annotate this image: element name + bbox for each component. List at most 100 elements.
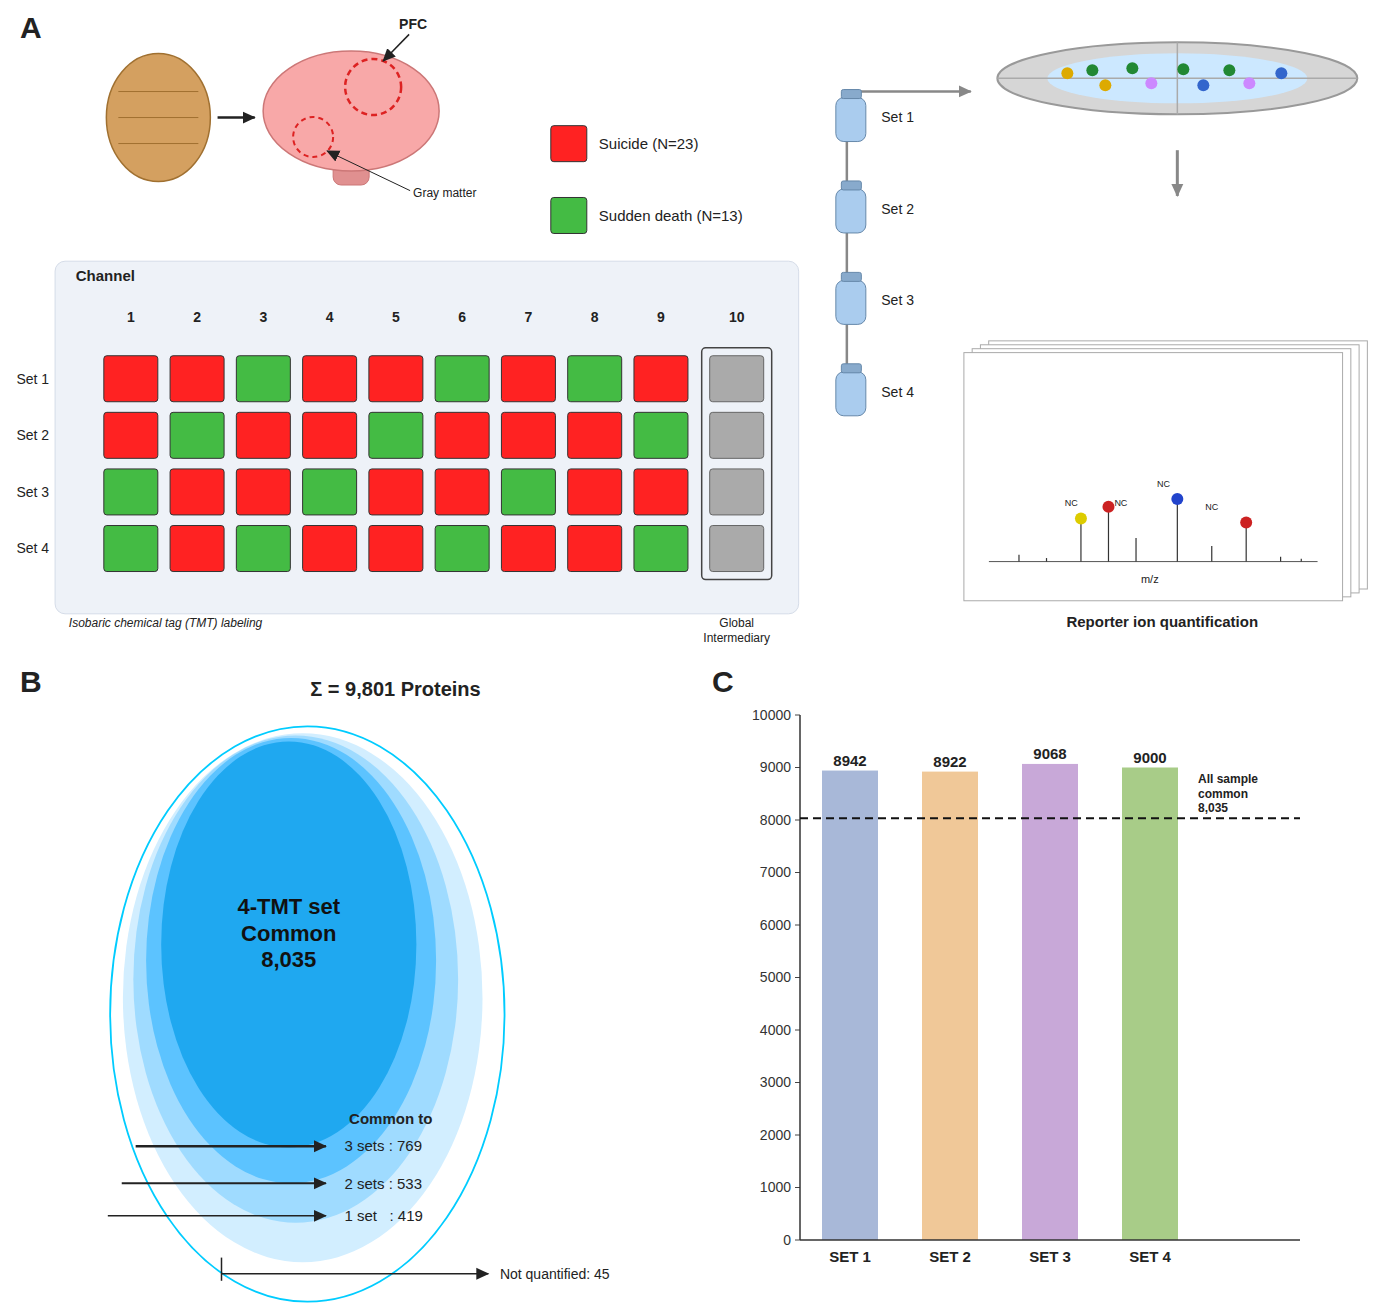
bottom-label: Isobaric chemical tag (TMT) labeling <box>69 616 263 630</box>
intermediary-box <box>702 348 772 580</box>
channel-number: 3 <box>259 309 267 325</box>
arrow <box>847 90 971 93</box>
y-tick-label: 10000 <box>752 707 791 723</box>
arrow <box>136 1145 326 1148</box>
tmt-cell <box>104 356 158 402</box>
tmt-cell <box>104 469 158 515</box>
channel-number: 2 <box>193 309 201 325</box>
channel-number: 4 <box>326 309 334 325</box>
tmt-cell <box>710 356 764 402</box>
set-label: Set 4 <box>16 540 49 556</box>
y-tick-label: 0 <box>783 1232 791 1248</box>
channel-number: 6 <box>458 309 466 325</box>
channel-number: 8 <box>591 309 599 325</box>
tmt-cell <box>170 412 224 458</box>
mixer-dot <box>1197 79 1209 91</box>
y-tick-label: 2000 <box>760 1127 791 1143</box>
panel-label: A <box>20 11 42 44</box>
y-tick-label: 6000 <box>760 917 791 933</box>
tmt-cell <box>435 469 489 515</box>
x-tick-label: SET 1 <box>829 1248 871 1265</box>
tmt-cell <box>435 356 489 402</box>
vial-label: Set 3 <box>881 292 914 308</box>
bar <box>922 772 978 1240</box>
title: Σ = 9,801 Proteins <box>310 678 480 700</box>
tmt-cell <box>369 526 423 572</box>
mixer-dot <box>1177 63 1189 75</box>
text-line: Global <box>719 616 754 630</box>
x-tick-label: SET 3 <box>1029 1248 1071 1265</box>
tmt-cell <box>501 526 555 572</box>
tmt-cell <box>236 526 290 572</box>
global-label: GlobalIntermediary <box>703 616 770 644</box>
peak-dot <box>1240 516 1252 528</box>
venn-ring <box>146 738 436 1183</box>
annotation: 3 sets : 769 <box>344 1137 422 1154</box>
vial-cap <box>841 90 861 99</box>
pfc-circle <box>345 59 401 115</box>
vial-label: Set 2 <box>881 201 914 217</box>
tmt-cell <box>303 356 357 402</box>
reference-line <box>800 817 1300 819</box>
legend-entry: Sudden death (N=13) <box>599 207 743 224</box>
text-line: Common <box>241 921 336 946</box>
venn-ring <box>133 736 458 1223</box>
y-tick-label: 7000 <box>760 864 791 880</box>
figure: AChannel12345678910Set 1Set 2Set 3Set 4G… <box>0 0 1377 1306</box>
channel-number: 1 <box>127 309 135 325</box>
bar <box>822 771 878 1240</box>
spectrum-peak <box>1135 538 1136 562</box>
tmt-cell <box>634 526 688 572</box>
tmt-cell <box>303 469 357 515</box>
tmt-cell <box>369 412 423 458</box>
vial <box>836 372 866 416</box>
tmt-cell <box>568 412 622 458</box>
tmt-cell <box>634 469 688 515</box>
spectrum-peak <box>1108 507 1109 562</box>
tmt-cell <box>104 526 158 572</box>
grid-background <box>55 261 799 614</box>
text-line: Intermediary <box>703 631 770 645</box>
bar <box>1022 764 1078 1240</box>
text-line: 8,035 <box>261 947 316 972</box>
mixer-dot <box>1223 64 1235 76</box>
text-line: 8,035 <box>1198 801 1228 815</box>
mixer-divider <box>997 78 1357 80</box>
mixer-dot <box>1086 64 1098 76</box>
spectrum-peak <box>1080 518 1081 561</box>
arrow <box>218 116 255 119</box>
tmt-cell <box>170 526 224 572</box>
tmt-cell <box>710 526 764 572</box>
y-tick-label: 8000 <box>760 812 791 828</box>
vial <box>836 189 866 233</box>
venn-ring <box>161 741 416 1147</box>
panel-a: AChannel12345678910Set 1Set 2Set 3Set 4G… <box>16 11 1367 645</box>
peak-label: NC <box>1205 502 1218 512</box>
data-label: 8942 <box>833 752 866 769</box>
tmt-cell <box>568 526 622 572</box>
spectrum-peak <box>1018 555 1019 562</box>
tmt-cell <box>634 356 688 402</box>
x-tick-label: SET 2 <box>929 1248 971 1265</box>
tmt-cell <box>634 412 688 458</box>
vial-cap <box>841 272 861 281</box>
channel-number: 5 <box>392 309 400 325</box>
y-tick-label: 5000 <box>760 969 791 985</box>
x-axis <box>800 1239 1300 1241</box>
arrow <box>108 1215 326 1217</box>
mixer-dot <box>1099 79 1111 91</box>
tmt-cell <box>303 412 357 458</box>
legend-swatch <box>551 126 587 162</box>
reference-label: All samplecommon8,035 <box>1198 772 1258 815</box>
set-label: Set 1 <box>16 371 49 387</box>
tmt-cell <box>501 412 555 458</box>
peak-dot <box>1075 512 1087 524</box>
arrow <box>1176 150 1179 196</box>
arrow <box>122 1182 326 1184</box>
tmt-cell <box>710 469 764 515</box>
spectrum-peak <box>1301 559 1302 562</box>
text-line: common <box>1198 787 1248 801</box>
not-quantified-label: Not quantified: 45 <box>500 1266 610 1282</box>
channel-number: 10 <box>729 309 745 325</box>
vial-label: Set 1 <box>881 109 914 125</box>
